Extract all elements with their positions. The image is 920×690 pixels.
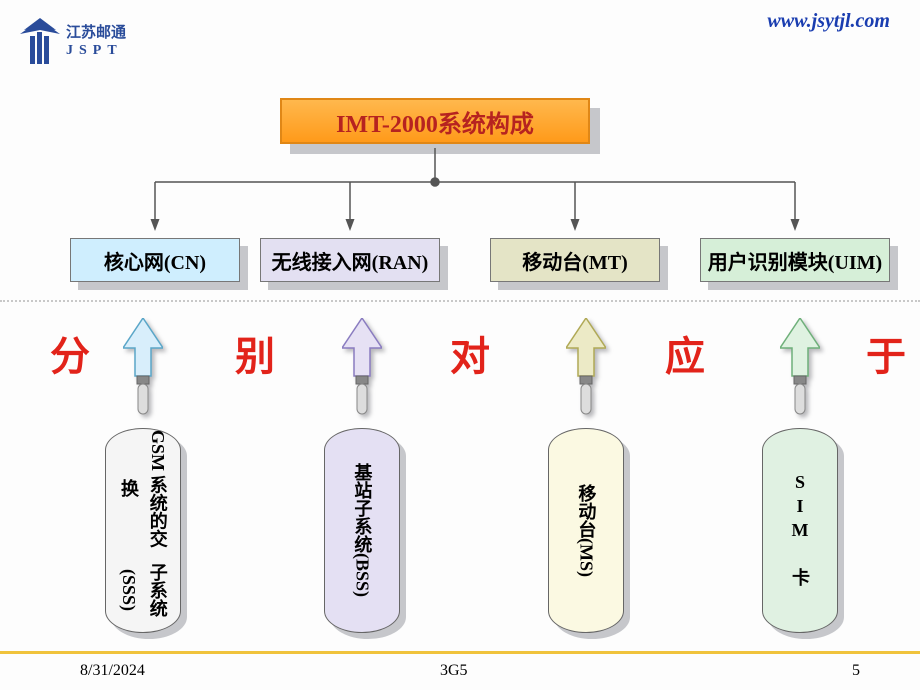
- box-label: 无线接入网(RAN): [260, 238, 440, 282]
- site-url: www.jsytjl.com: [767, 10, 890, 33]
- slide: www.jsytjl.com 江苏邮通 JSPT IMT-2000系统构: [0, 0, 920, 690]
- red-char-4: 应: [665, 324, 705, 382]
- red-char-5: 于: [866, 324, 906, 382]
- dotted-separator: [0, 300, 920, 302]
- tall-label: 基站子系统(BSS): [348, 463, 377, 597]
- logo-text: 江苏邮通 JSPT: [66, 25, 126, 58]
- upper-box-ran: 无线接入网(RAN): [260, 238, 440, 282]
- tall-box-bss: 基站子系统(BSS): [324, 428, 400, 633]
- footer-line: [0, 651, 920, 654]
- footer-page-number: 5: [852, 662, 860, 680]
- tall-label: GSM 系统的交换 子系统(SSS): [114, 429, 172, 632]
- upper-box-uim: 用户识别模块(UIM): [700, 238, 890, 282]
- up-arrow-4: [780, 318, 820, 418]
- logo-line1: 江苏邮通: [66, 25, 126, 42]
- box-label: 核心网(CN): [70, 238, 240, 282]
- red-char-3: 对: [450, 324, 490, 382]
- tall-label: SIM 卡: [787, 472, 813, 590]
- tall-box-sss: GSM 系统的交换 子系统(SSS): [105, 428, 181, 633]
- footer-date: 8/31/2024: [80, 662, 145, 680]
- title-box: IMT-2000系统构成: [280, 98, 590, 144]
- up-arrow-2: [342, 318, 382, 418]
- box-label: 用户识别模块(UIM): [700, 238, 890, 282]
- tall-box-ms: 移动台(MS): [548, 428, 624, 633]
- logo: 江苏邮通 JSPT: [20, 18, 126, 66]
- logo-line2: JSPT: [66, 43, 126, 59]
- box-label: 移动台(MT): [490, 238, 660, 282]
- title-text: IMT-2000系统构成: [280, 98, 590, 144]
- tall-box-sim: SIM 卡: [762, 428, 838, 633]
- tall-label: 移动台(MS): [572, 484, 601, 577]
- upper-box-mt: 移动台(MT): [490, 238, 660, 282]
- up-arrow-3: [566, 318, 606, 418]
- logo-icon: [20, 18, 60, 66]
- up-arrow-1: [123, 318, 163, 418]
- upper-box-cn: 核心网(CN): [70, 238, 240, 282]
- red-char-1: 分: [50, 324, 90, 382]
- red-char-2: 别: [235, 324, 275, 382]
- footer-mid: 3G5: [440, 662, 468, 680]
